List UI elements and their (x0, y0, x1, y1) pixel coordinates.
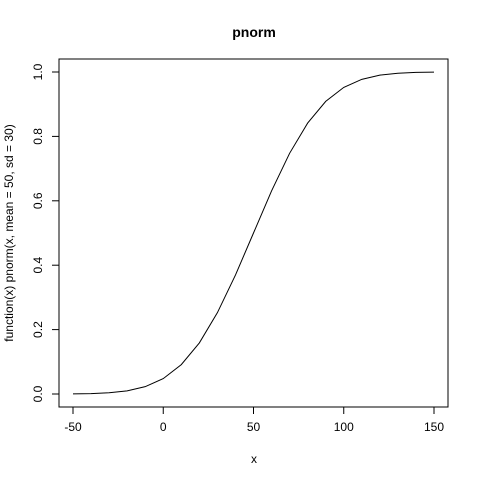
series-line (72, 71, 435, 395)
y-tick-label: 0.2 (31, 321, 45, 338)
x-tick-label: 50 (247, 420, 261, 434)
y-tick-label: 0.4 (31, 257, 45, 274)
series-layer (72, 71, 435, 395)
y-tick-label: 0.6 (31, 192, 45, 209)
y-tick-label: 1.0 (31, 63, 45, 80)
x-tick-label: 0 (160, 420, 167, 434)
x-tick-label: 150 (424, 420, 444, 434)
y-tick-label: 0.0 (31, 385, 45, 402)
y-axis-label: function(x) pnorm(x, mean = 50, sd = 30) (2, 124, 16, 341)
x-tick-label: 100 (334, 420, 354, 434)
x-axis-label: x (251, 452, 257, 466)
y-tick-label: 0.8 (31, 128, 45, 145)
x-tick-label: -50 (64, 420, 82, 434)
chart-title: pnorm (232, 24, 276, 40)
x-axis: -50 0 50 100 150 (64, 406, 444, 434)
y-axis: 0.0 0.2 0.4 0.6 0.8 1.0 (31, 63, 60, 402)
